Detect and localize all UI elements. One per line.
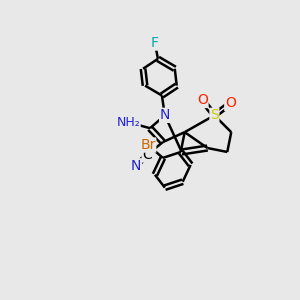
Text: S: S <box>210 108 219 122</box>
Text: Br: Br <box>140 138 156 152</box>
Text: N: N <box>131 159 141 173</box>
Text: O: O <box>197 94 208 107</box>
Text: F: F <box>151 36 159 50</box>
Text: C: C <box>142 148 152 162</box>
Text: O: O <box>225 96 236 110</box>
Text: N: N <box>160 108 170 122</box>
Text: NH₂: NH₂ <box>116 116 140 129</box>
